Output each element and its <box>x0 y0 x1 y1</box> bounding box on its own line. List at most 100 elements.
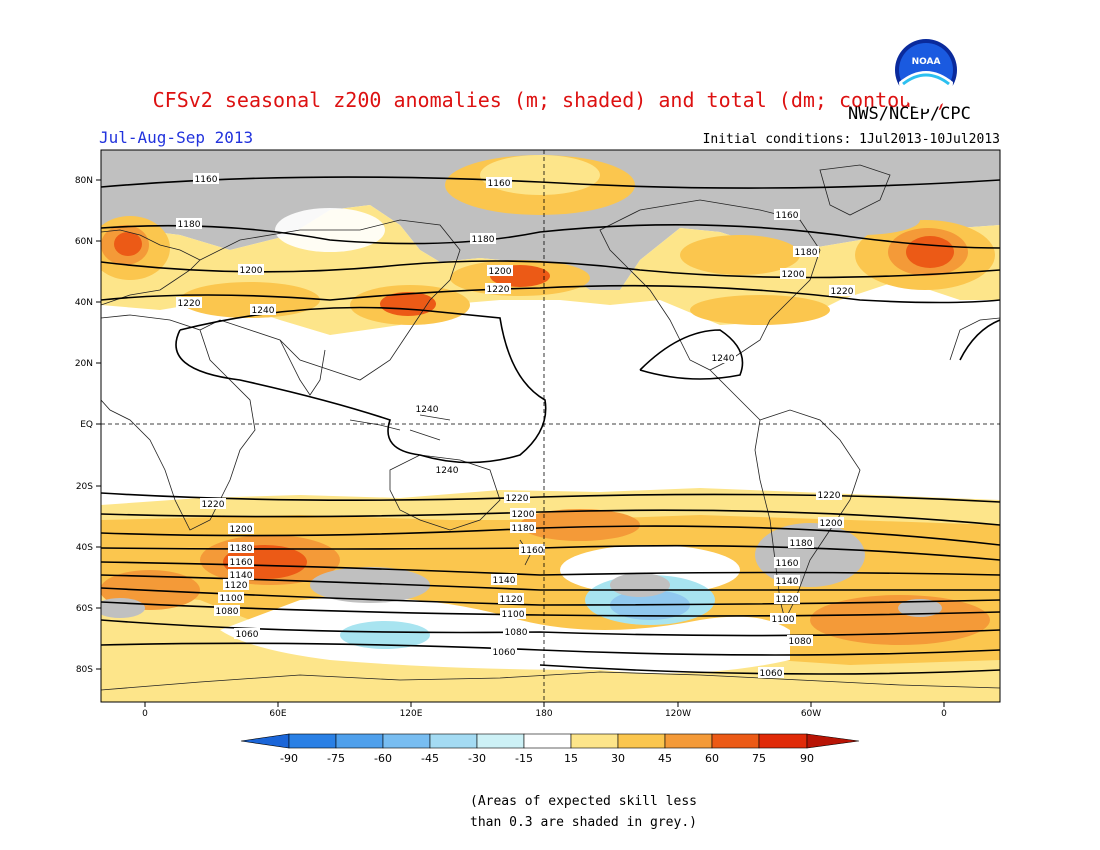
contour-label: 1120 <box>774 593 800 605</box>
contour-label: 1240 <box>250 304 276 316</box>
contour-label: 1120 <box>223 579 249 591</box>
lat-label: EQ <box>80 420 93 430</box>
svg-text:1080: 1080 <box>216 607 239 617</box>
lat-label: 20N <box>75 359 93 369</box>
contour-label: 1160 <box>774 209 800 221</box>
lat-label: 40S <box>76 543 93 553</box>
colorbar-tick: -75 <box>327 752 345 765</box>
svg-text:1060: 1060 <box>236 630 259 640</box>
colorbar-tick: -45 <box>421 752 439 765</box>
svg-text:1140: 1140 <box>230 571 253 581</box>
contour-label: 1120 <box>498 593 524 605</box>
contour-label: 1200 <box>238 264 264 276</box>
colorbar-tick: -15 <box>515 752 533 765</box>
contour-label: 1160 <box>228 556 254 568</box>
svg-text:1160: 1160 <box>195 175 218 185</box>
svg-text:1080: 1080 <box>789 637 812 647</box>
contour-label: 1200 <box>487 265 513 277</box>
svg-text:1100: 1100 <box>220 594 243 604</box>
contour-label: 1220 <box>504 492 530 504</box>
svg-text:1160: 1160 <box>776 211 799 221</box>
contour-labels: 1160 1160 1160 1180 1180 1180 1200 1200 … <box>176 173 855 679</box>
logo-text: NOAA <box>912 57 941 67</box>
colorbar-left-arrow <box>240 733 290 749</box>
svg-text:1180: 1180 <box>790 539 813 549</box>
contour-label: 1100 <box>218 592 244 604</box>
svg-text:1140: 1140 <box>776 577 799 587</box>
svg-text:1240: 1240 <box>712 354 735 364</box>
contour-label: 1220 <box>200 498 226 510</box>
contour-label: 1160 <box>519 544 545 556</box>
contour-label: 1180 <box>176 218 202 230</box>
contour-label: 1140 <box>774 575 800 587</box>
svg-text:1200: 1200 <box>489 267 512 277</box>
svg-text:1240: 1240 <box>252 306 275 316</box>
contour-label: 1100 <box>770 613 796 625</box>
colorbar-tick: 90 <box>800 752 814 765</box>
colorbar-tick: 15 <box>564 752 578 765</box>
contour-label: 1080 <box>214 605 240 617</box>
longitude-axis: 0 60E 120E 180 120W 60W 0 <box>142 702 947 719</box>
lon-label: 0 <box>941 709 947 719</box>
map-title: CFSv2 seasonal z200 anomalies (m; shaded… <box>152 88 948 112</box>
initial-conditions: Initial conditions: 1Jul2013-10Jul2013 <box>702 132 1000 147</box>
svg-text:1180: 1180 <box>230 544 253 554</box>
colorbar-tick: -30 <box>468 752 486 765</box>
colorbar-tick: 60 <box>705 752 719 765</box>
svg-text:1160: 1160 <box>776 559 799 569</box>
colorbar-right-arrow <box>806 733 860 749</box>
svg-text:1080: 1080 <box>505 628 528 638</box>
svg-text:1200: 1200 <box>240 266 263 276</box>
contour-label: 1200 <box>780 268 806 280</box>
contour-label: 1060 <box>491 646 517 658</box>
svg-text:1160: 1160 <box>521 546 544 556</box>
contour-label: 1200 <box>818 517 844 529</box>
svg-text:1120: 1120 <box>225 581 248 591</box>
contour-label: 1180 <box>470 233 496 245</box>
contour-label: 1060 <box>758 667 784 679</box>
svg-text:1220: 1220 <box>178 299 201 309</box>
lat-label: 20S <box>76 482 93 492</box>
skill-note-line1: (Areas of expected skill less <box>470 794 697 809</box>
svg-text:1100: 1100 <box>772 615 795 625</box>
contour-label: 1240 <box>414 403 440 415</box>
svg-text:1240: 1240 <box>436 466 459 476</box>
lat-label: 40N <box>75 298 93 308</box>
skill-note-line2: than 0.3 are shaded in grey.) <box>470 815 697 830</box>
contour-label: 1220 <box>176 297 202 309</box>
svg-text:1100: 1100 <box>502 610 525 620</box>
colorbar-tick: -90 <box>280 752 298 765</box>
lat-label: 60N <box>75 237 93 247</box>
lon-label: 60E <box>269 709 286 719</box>
contour-label: 1220 <box>829 285 855 297</box>
contour-label: 1180 <box>788 537 814 549</box>
contour-label: 1220 <box>485 283 511 295</box>
svg-text:1060: 1060 <box>493 648 516 658</box>
svg-text:1140: 1140 <box>493 576 516 586</box>
lon-label: 60W <box>801 709 821 719</box>
svg-text:1180: 1180 <box>795 248 818 258</box>
contour-label: 1200 <box>228 523 254 535</box>
contour-label: 1160 <box>774 557 800 569</box>
svg-text:1220: 1220 <box>831 287 854 297</box>
svg-text:1180: 1180 <box>472 235 495 245</box>
contour-label: 1180 <box>793 246 819 258</box>
contour-label: 1140 <box>491 574 517 586</box>
contour-label: 1100 <box>500 608 526 620</box>
svg-text:1200: 1200 <box>512 510 535 520</box>
noaa-logo: NOAA <box>895 39 957 109</box>
colorbar-tick: 75 <box>752 752 766 765</box>
colorbar-tick: 45 <box>658 752 672 765</box>
contour-label: 1140 <box>228 569 254 581</box>
svg-text:1120: 1120 <box>776 595 799 605</box>
svg-text:1160: 1160 <box>488 179 511 189</box>
contour-label: 1160 <box>486 177 512 189</box>
svg-text:1160: 1160 <box>230 558 253 568</box>
contour-label: 1180 <box>510 522 536 534</box>
svg-text:1220: 1220 <box>506 494 529 504</box>
contour-label: 1220 <box>816 489 842 501</box>
contour-label: 1160 <box>193 173 219 185</box>
organization-label: NWS/NCEP/CPC <box>848 104 971 124</box>
svg-text:1220: 1220 <box>818 491 841 501</box>
colorbar-tick: 30 <box>611 752 625 765</box>
